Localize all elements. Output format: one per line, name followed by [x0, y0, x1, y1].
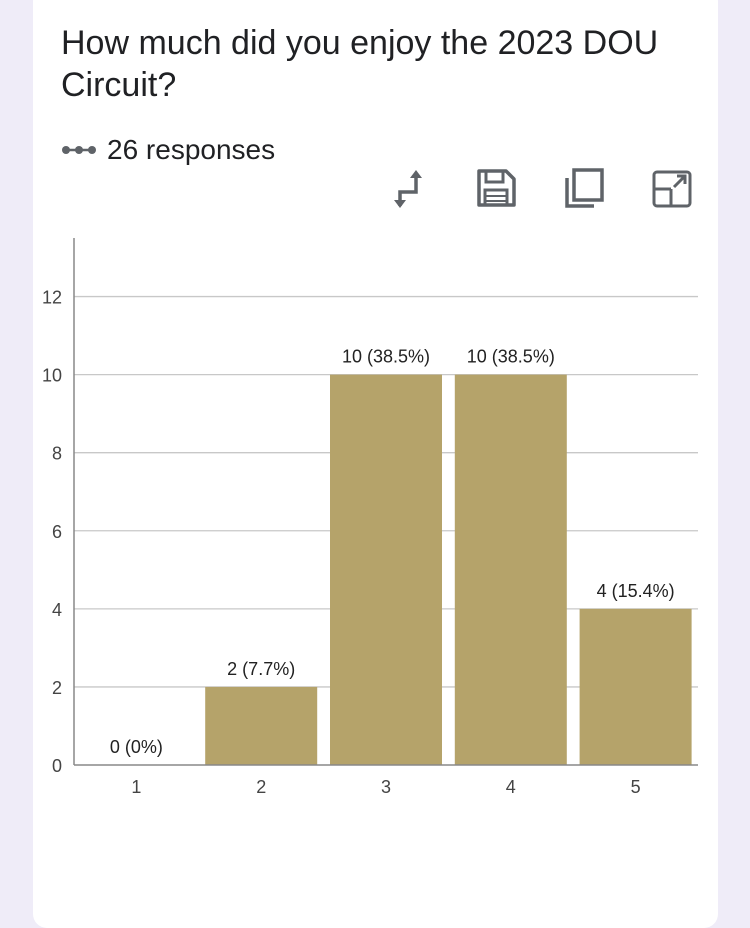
x-tick-label: 2 [256, 777, 266, 797]
bar-4[interactable] [454, 374, 567, 765]
y-tick-label: 10 [42, 366, 62, 386]
bars [205, 374, 692, 765]
y-tick-label: 12 [42, 288, 62, 308]
response-dots-icon [62, 146, 96, 154]
x-tick-label: 5 [631, 777, 641, 797]
bar-2[interactable] [205, 686, 318, 765]
data-label: 4 (15.4%) [597, 581, 675, 601]
data-label: 10 (38.5%) [467, 347, 555, 367]
data-label: 2 (7.7%) [227, 659, 295, 679]
bar-5[interactable] [579, 608, 692, 765]
bar-3[interactable] [330, 374, 442, 765]
y-tick-label: 8 [52, 444, 62, 464]
labels: 0 2 4 6 8 10 12 0 (0%) 1 2 (7.7%) 2 10 (38.5%) 3 10 (… [42, 288, 675, 797]
data-label: 0 (0%) [110, 737, 163, 757]
y-tick-label: 2 [52, 678, 62, 698]
y-tick-label: 0 [52, 756, 62, 776]
y-tick-label: 6 [52, 522, 62, 542]
copy-chart-button[interactable] [562, 166, 606, 210]
responses-summary: 26 responses [61, 131, 275, 169]
save-chart-button[interactable] [474, 166, 518, 210]
expand-icon [652, 170, 692, 208]
y-tick-label: 4 [52, 600, 62, 620]
bar-chart: 0 2 4 6 8 10 12 0 (0%) 1 2 (7.7%) 2 10 (38.5%) 3 10 (… [42, 238, 698, 797]
data-label: 10 (38.5%) [342, 347, 430, 367]
swap-axes-button[interactable] [388, 166, 432, 210]
copy-icon [565, 168, 604, 208]
x-tick-label: 1 [131, 777, 141, 797]
x-tick-label: 3 [381, 777, 391, 797]
save-icon [477, 169, 516, 207]
responses-count: 26 responses [107, 134, 276, 165]
expand-chart-button[interactable] [650, 166, 694, 210]
axes [73, 238, 698, 766]
x-tick-label: 4 [506, 777, 516, 797]
question-title: How much did you enjoy the 2023 DOU Circ… [61, 24, 659, 104]
swap-axes-icon [394, 170, 422, 208]
